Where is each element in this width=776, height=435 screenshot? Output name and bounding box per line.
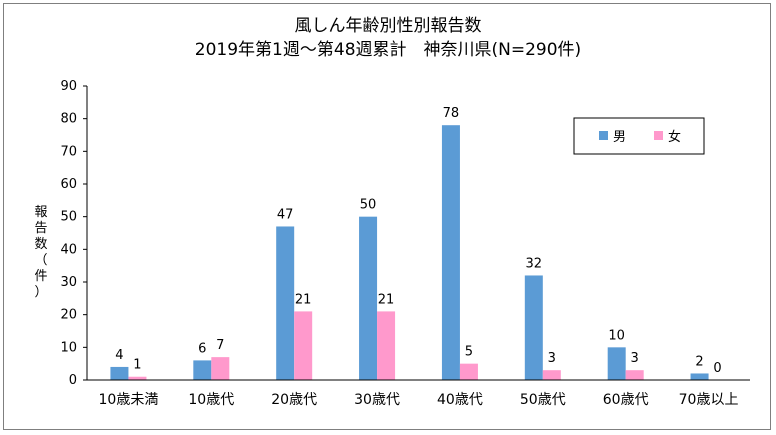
bar-male xyxy=(359,216,378,380)
chart-frame: 風しん年齢別性別報告数 2019年第1週～第48週累計 神奈川県(N=290件)… xyxy=(3,3,771,430)
bar-female xyxy=(625,370,644,380)
data-label: 1 xyxy=(133,358,141,373)
bar-male xyxy=(524,275,543,380)
bar-female xyxy=(128,376,147,380)
x-category-label: 60歳代 xyxy=(603,392,649,408)
bar-female xyxy=(459,363,478,380)
data-label: 21 xyxy=(295,292,312,307)
x-category-label: 40歳代 xyxy=(437,392,483,408)
x-axis-categories: 10歳未満 10歳代 20歳代 30歳代 40歳代 50歳代 60歳代 70歳以上 xyxy=(99,392,739,408)
y-axis-ticks: 0 10 20 30 40 50 60 70 80 90 xyxy=(60,79,87,388)
bar-male xyxy=(276,226,295,380)
data-label: 0 xyxy=(713,361,721,376)
x-category-label: 70歳以上 xyxy=(679,392,739,408)
y-axis-label-char: 報 xyxy=(34,205,47,220)
y-axis-label-char: 件 xyxy=(34,269,47,284)
data-label: 7 xyxy=(216,338,224,353)
x-category-label: 10歳未満 xyxy=(99,392,159,408)
bar-female xyxy=(377,311,396,380)
x-category-label: 10歳代 xyxy=(188,392,234,408)
data-label: 21 xyxy=(378,292,395,307)
y-tick-label: 90 xyxy=(60,79,77,94)
y-axis-label-char: ） xyxy=(34,285,47,300)
bar-male xyxy=(110,366,129,380)
data-label: 4 xyxy=(115,348,123,363)
x-category-label: 20歳代 xyxy=(271,392,317,408)
x-category-label: 50歳代 xyxy=(520,392,566,408)
data-label: 47 xyxy=(277,207,294,222)
data-label: 50 xyxy=(360,198,377,213)
y-tick-label: 0 xyxy=(69,373,77,388)
bar-male xyxy=(193,360,212,380)
legend-swatch-female xyxy=(654,131,663,140)
chart-title: 風しん年齢別性別報告数 xyxy=(295,16,482,36)
data-label: 2 xyxy=(695,354,703,369)
y-tick-label: 80 xyxy=(60,112,77,127)
chart-subtitle: 2019年第1週～第48週累計 神奈川県(N=290件) xyxy=(195,40,581,60)
legend-label-male: 男 xyxy=(613,130,626,145)
y-axis-label: 報告数（件） xyxy=(34,205,47,300)
bar-male xyxy=(441,125,460,380)
chart-svg: 風しん年齢別性別報告数 2019年第1週～第48週累計 神奈川県(N=290件)… xyxy=(34,16,750,408)
bar-female xyxy=(542,370,561,380)
legend: 男 女 xyxy=(573,117,705,155)
legend-label-female: 女 xyxy=(668,129,681,145)
legend-swatch-male xyxy=(599,131,608,140)
legend-box xyxy=(573,117,705,155)
y-tick-label: 20 xyxy=(60,308,77,323)
data-label: 32 xyxy=(526,256,543,271)
bar-female xyxy=(294,311,313,380)
y-axis-label-char: 数 xyxy=(34,237,47,252)
data-label: 6 xyxy=(198,341,206,356)
x-category-label: 30歳代 xyxy=(354,392,400,408)
bar-female xyxy=(211,357,230,380)
y-tick-label: 40 xyxy=(60,242,77,257)
y-tick-label: 30 xyxy=(60,275,77,290)
data-label: 78 xyxy=(443,106,460,121)
y-tick-label: 10 xyxy=(60,340,77,355)
bar-male xyxy=(607,347,626,380)
bars xyxy=(110,125,709,380)
y-axis-label-char: （ xyxy=(34,253,47,268)
y-tick-label: 70 xyxy=(60,144,77,159)
bar-male xyxy=(690,373,709,380)
y-axis-label-char: 告 xyxy=(34,221,47,236)
y-tick-label: 50 xyxy=(60,210,77,225)
y-tick-label: 60 xyxy=(60,177,77,192)
data-label: 5 xyxy=(465,345,473,360)
data-label: 10 xyxy=(608,328,625,343)
data-label: 3 xyxy=(548,351,556,366)
data-label: 3 xyxy=(631,351,639,366)
